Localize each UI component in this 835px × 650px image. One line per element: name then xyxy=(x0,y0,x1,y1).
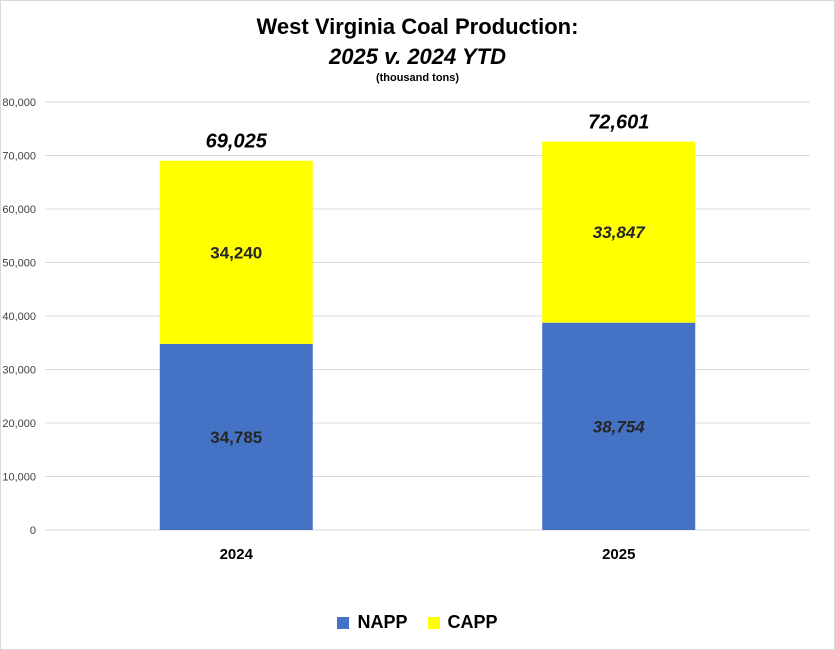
total-label-2024: 69,025 xyxy=(206,131,268,153)
bar-napp-2024 xyxy=(159,343,313,530)
y-tick-label: 60,000 xyxy=(2,204,36,216)
legend-swatch-capp xyxy=(427,616,440,629)
legend-label-napp: NAPP xyxy=(357,612,408,632)
y-tick-label: 50,000 xyxy=(2,258,36,270)
y-tick-label: 70,000 xyxy=(2,151,36,163)
legend-swatch-napp xyxy=(337,616,350,629)
y-tick-label: 10,000 xyxy=(2,472,36,484)
x-tick-label-2024: 2024 xyxy=(220,546,254,563)
legend-label-capp: CAPP xyxy=(447,612,498,632)
x-tick-label-2025: 2025 xyxy=(602,546,635,563)
chart-legend: NAPP CAPP xyxy=(0,612,835,633)
y-tick-label: 0 xyxy=(30,525,36,537)
data-label-napp-2024: 34,785 xyxy=(210,428,262,447)
chart-title: West Virginia Coal Production: xyxy=(256,14,579,39)
y-tick-label: 80,000 xyxy=(2,97,36,109)
data-label-capp-2024: 34,240 xyxy=(210,243,262,262)
chart-title-line-2: 2025 v. 2024 YTD xyxy=(329,44,506,69)
data-label-napp-2025: 38,754 xyxy=(593,417,646,436)
bar-capp-2025 xyxy=(542,141,696,323)
y-tick-label: 40,000 xyxy=(2,311,36,323)
total-label-2025: 72,601 xyxy=(588,112,649,134)
bar-napp-2025 xyxy=(542,322,696,530)
bar-capp-2024 xyxy=(159,160,313,344)
y-tick-label: 30,000 xyxy=(2,365,36,377)
chart-subtitle: (thousand tons) xyxy=(375,72,460,84)
data-label-capp-2025: 33,847 xyxy=(593,223,647,242)
legend-item-napp: NAPP xyxy=(337,612,408,633)
legend-item-capp: CAPP xyxy=(427,612,498,633)
y-tick-label: 20,000 xyxy=(2,418,36,430)
